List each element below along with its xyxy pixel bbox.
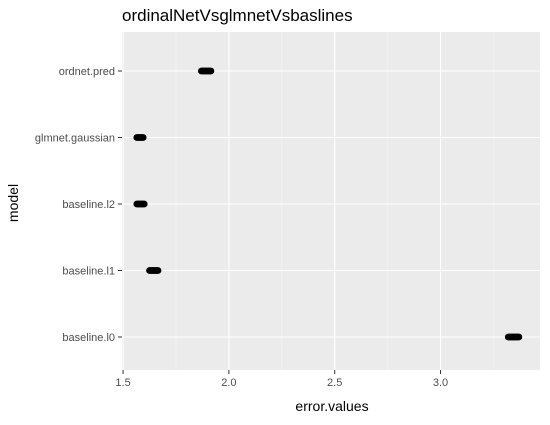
data-point	[139, 134, 147, 141]
chart-title: ordinalNetVsglmnetVsbaslines	[122, 6, 353, 25]
y-tick-label: baseline.l0	[62, 332, 115, 344]
data-point	[154, 267, 162, 274]
data-point	[515, 333, 523, 341]
y-axis-ticks: ordnet.pred glmnet.gaussian baseline.l2 bas…	[35, 66, 122, 344]
y-tick-label: ordnet.pred	[59, 66, 115, 78]
x-tick-label: 3.0	[433, 377, 448, 389]
data-point	[140, 200, 148, 208]
x-tick-label: 2.5	[327, 377, 342, 389]
y-tick-label: baseline.l2	[62, 199, 115, 211]
data-point	[207, 67, 215, 75]
grid-minor	[175, 32, 494, 370]
y-tick-label: baseline.l1	[62, 266, 115, 278]
y-axis-title: model	[5, 184, 21, 222]
grid-major	[122, 32, 540, 370]
x-tick-label: 2.0	[221, 377, 236, 389]
plot-panel	[122, 32, 540, 370]
data-points	[133, 67, 523, 341]
x-axis-title: error.values	[295, 398, 368, 414]
x-tick-label: 1.5	[115, 377, 130, 389]
x-axis-ticks: 1.5 2.0 2.5 3.0	[115, 370, 448, 389]
y-tick-label: glmnet.gaussian	[35, 133, 115, 145]
